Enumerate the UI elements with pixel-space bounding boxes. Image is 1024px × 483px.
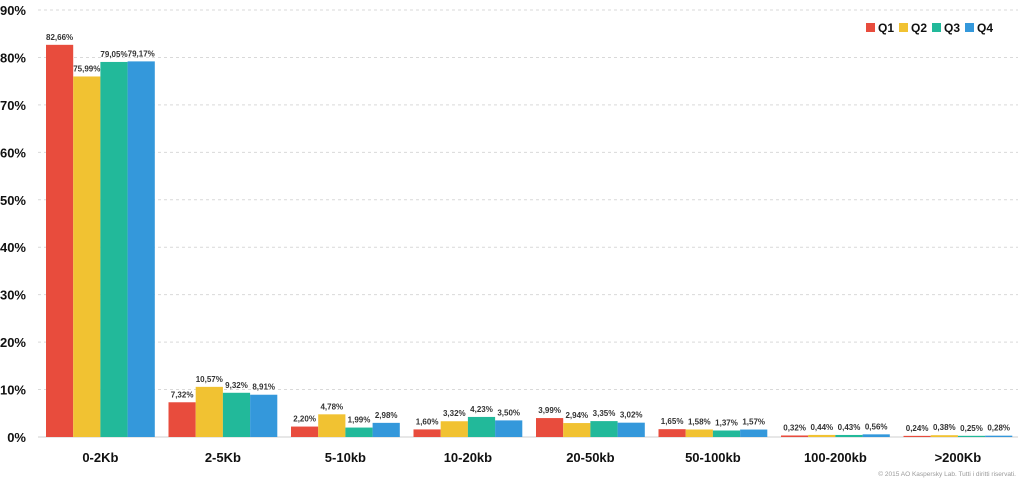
data-label: 0,24% <box>906 424 929 433</box>
data-label: 4,23% <box>470 405 493 414</box>
bar-q4-6 <box>862 434 890 437</box>
data-label: 1,99% <box>348 416 371 425</box>
y-tick-label: 10% <box>0 383 26 398</box>
data-label: 8,91% <box>252 383 275 392</box>
data-label: 4,78% <box>320 402 343 411</box>
data-label: 1,57% <box>742 418 765 427</box>
legend-swatch-q4 <box>965 23 974 32</box>
data-label: 3,35% <box>593 409 616 418</box>
bar-q1-6 <box>781 435 809 437</box>
bar-q3-4 <box>590 421 618 437</box>
bar-q2-1 <box>195 386 223 437</box>
x-tick-label: >200Kb <box>935 450 982 465</box>
data-label: 0,44% <box>810 423 833 432</box>
x-tick-label: 0-2Kb <box>82 450 118 465</box>
legend-swatch-q3 <box>932 23 941 32</box>
bar-q1-5 <box>658 429 686 437</box>
bar-q1-1 <box>168 402 196 437</box>
data-label: 3,32% <box>443 409 466 418</box>
bar-q1-4 <box>536 418 564 437</box>
bar-q3-0 <box>100 61 128 438</box>
data-label: 1,65% <box>661 417 684 426</box>
data-label: 0,43% <box>838 423 861 432</box>
data-label: 79,05% <box>100 50 127 59</box>
data-label: 0,56% <box>865 422 888 431</box>
bar-q2-3 <box>440 421 468 437</box>
data-labels: 82,66% 75,99%79,05% 79,17% 7,32%10,57%9,32%… <box>46 33 1010 433</box>
data-label: 10,57% <box>196 375 223 384</box>
y-tick-label: 0% <box>7 430 26 445</box>
legend-swatch-q1 <box>866 23 875 32</box>
legend-label-q4: Q4 <box>977 21 993 35</box>
data-label: 2,98% <box>375 411 398 420</box>
x-axis: 0-2Kb 2-5Kb 5-10kb 10-20kb 20-50kb 50-100kb 10… <box>82 450 981 465</box>
data-label: 82,66% <box>46 33 73 42</box>
x-tick-label: 5-10kb <box>325 450 366 465</box>
bar-q3-2 <box>345 427 373 437</box>
bar-q2-7 <box>930 435 958 437</box>
data-label: 9,32% <box>225 381 248 390</box>
data-label: 1,37% <box>715 419 738 428</box>
x-tick-label: 50-100kb <box>685 450 741 465</box>
bar-q3-1 <box>222 392 251 437</box>
data-label: 1,58% <box>688 418 711 427</box>
y-tick-label: 60% <box>0 145 26 160</box>
y-tick-label: 70% <box>0 98 26 113</box>
y-tick-label: 50% <box>0 193 26 208</box>
data-label: 0,28% <box>987 424 1010 433</box>
gridlines <box>38 9 1018 438</box>
bar-q1-2 <box>291 426 319 437</box>
bar-q4-2 <box>372 422 400 437</box>
x-tick-label: 10-20kb <box>444 450 492 465</box>
bar-q2-4 <box>563 423 591 437</box>
data-label: 2,94% <box>565 411 588 420</box>
data-label: 0,38% <box>933 423 956 432</box>
bar-q2-0 <box>73 76 101 437</box>
data-label: 0,25% <box>960 424 983 433</box>
y-tick-label: 80% <box>0 50 26 65</box>
bar-q3-6 <box>835 434 863 437</box>
data-label: 3,02% <box>620 411 643 420</box>
bar-q4-0 <box>127 61 155 438</box>
legend-label-q3: Q3 <box>944 21 960 35</box>
data-label: 79,17% <box>128 49 155 58</box>
bar-q2-6 <box>808 434 836 437</box>
y-tick-label: 20% <box>0 335 26 350</box>
copyright-notice: © 2015 AO Kaspersky Lab. Tutti i diritti… <box>878 471 1016 478</box>
legend-label-q1: Q1 <box>878 21 894 35</box>
bar-q3-5 <box>712 430 741 437</box>
x-tick-label: 20-50kb <box>566 450 614 465</box>
data-label: 1,60% <box>416 417 439 426</box>
bar-q4-7 <box>985 435 1013 437</box>
bar-q4-4 <box>617 422 645 437</box>
bar-q2-5 <box>685 429 713 437</box>
bar-q3-3 <box>467 416 496 437</box>
bar-q1-3 <box>413 429 441 437</box>
data-label: 0,32% <box>783 423 806 432</box>
bar-q4-1 <box>250 394 278 437</box>
data-label: 7,32% <box>171 390 194 399</box>
y-tick-label: 30% <box>0 288 26 303</box>
bar-q4-3 <box>495 420 523 437</box>
bar-q4-5 <box>740 429 768 437</box>
data-label: 3,50% <box>497 408 520 417</box>
x-tick-label: 2-5Kb <box>205 450 241 465</box>
bar-q2-2 <box>318 414 346 437</box>
y-tick-label: 90% <box>0 3 26 18</box>
legend-swatch-q2 <box>899 23 908 32</box>
legend-label-q2: Q2 <box>911 21 927 35</box>
legend: Q1 Q2 Q3 Q4 <box>866 21 993 35</box>
bar-q1-7 <box>903 435 931 437</box>
data-label: 2,20% <box>293 415 316 424</box>
bar-q3-7 <box>957 435 986 437</box>
data-label: 3,99% <box>538 406 561 415</box>
bars <box>46 44 1013 438</box>
data-label: 75,99% <box>73 64 100 73</box>
x-tick-label: 100-200kb <box>804 450 867 465</box>
bar-q1-0 <box>46 44 74 438</box>
y-tick-label: 40% <box>0 240 26 255</box>
y-axis: 0% 10% 20% 30% 40% 50% 60% 70% 80% 90% <box>0 3 26 445</box>
